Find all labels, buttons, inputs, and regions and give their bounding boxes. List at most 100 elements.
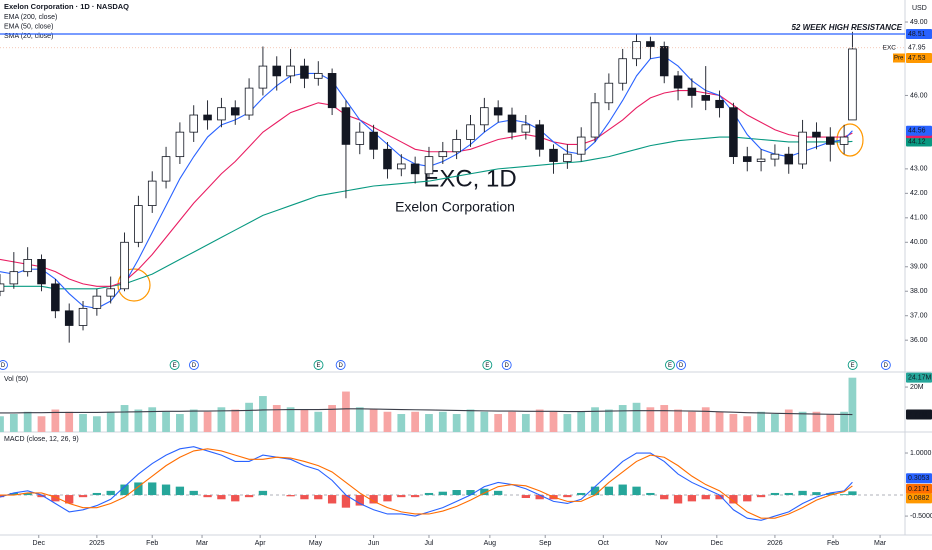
value-tag-label: 0.2171	[908, 486, 930, 493]
y-tick-label: 42.00	[910, 190, 928, 197]
volume-bar	[438, 411, 447, 432]
histogram-bar	[148, 482, 157, 496]
legend-entry: SMA (20, close)	[4, 33, 53, 40]
volume-bar	[355, 407, 364, 432]
value-tag-label: 0.3053	[908, 475, 930, 482]
candle-body	[23, 259, 32, 273]
volume-bar	[826, 414, 835, 432]
histogram-bar	[23, 492, 32, 496]
volume-bar	[189, 409, 198, 432]
histogram-bar	[466, 490, 475, 496]
candle-body	[673, 75, 683, 89]
candle-body	[313, 73, 323, 79]
candle-body	[230, 107, 240, 116]
candle-body	[659, 46, 669, 77]
volume-bar	[217, 407, 226, 432]
histogram-bar	[848, 491, 857, 496]
volume-bar	[701, 407, 710, 432]
x-tick-label: Dec	[711, 540, 724, 547]
histogram-bar	[438, 491, 447, 496]
y-tick-label: -0.5000	[910, 513, 932, 520]
histogram-bar	[51, 495, 60, 502]
event-label: E	[851, 363, 855, 369]
volume-bar	[9, 414, 18, 432]
volume-bar	[674, 409, 682, 432]
volume-bar	[92, 416, 101, 432]
candle-body	[203, 114, 212, 121]
value-tag	[906, 53, 932, 64]
volume-bar	[715, 411, 724, 432]
x-tick-label: Mar	[874, 540, 887, 547]
histogram-bar	[244, 495, 254, 498]
candle-body	[839, 136, 849, 145]
histogram-bar	[743, 495, 752, 502]
volume-bar	[632, 402, 641, 432]
candle-body	[51, 283, 60, 312]
event-marker	[0, 360, 8, 370]
candle-body	[64, 310, 74, 326]
histogram-bar	[106, 490, 115, 496]
histogram-bar	[217, 495, 226, 500]
candle-body	[258, 65, 268, 89]
volume-bar	[383, 411, 392, 432]
candle-body	[217, 107, 226, 121]
y-tick-label: 46.00	[910, 92, 928, 99]
candle-body	[175, 131, 185, 158]
histogram-bar	[577, 492, 586, 496]
value-tag	[906, 473, 932, 484]
candle-body	[646, 41, 655, 47]
histogram-bar	[812, 492, 821, 496]
candle-body	[120, 241, 129, 290]
volume-bar	[812, 411, 821, 432]
candle-body	[424, 156, 434, 175]
candle-body	[134, 205, 143, 243]
volume-bar	[466, 409, 475, 432]
y-tick-label: 43.00	[910, 166, 928, 173]
x-tick-label: Feb	[827, 540, 839, 547]
event-marker	[189, 360, 199, 370]
histogram-bar	[9, 492, 18, 496]
value-tag	[906, 125, 932, 136]
histogram-bar	[729, 495, 738, 504]
volume-bar	[798, 411, 807, 432]
histogram-bar	[784, 492, 793, 496]
candle-body	[563, 153, 572, 162]
value-tag	[906, 42, 932, 53]
candle-body	[341, 107, 351, 145]
candle-body	[410, 163, 420, 175]
candle-body	[493, 107, 503, 116]
histogram-bar	[286, 495, 295, 497]
volume-bar	[646, 407, 655, 432]
candle-body	[848, 48, 857, 121]
histogram-bar	[521, 495, 530, 499]
volume-bar	[79, 414, 87, 432]
value-tag-label: 47.95	[908, 45, 926, 52]
volume-bar	[51, 409, 60, 432]
volume-bar	[577, 411, 586, 432]
volume-bar	[176, 414, 184, 432]
volume-bar	[521, 414, 530, 432]
histogram-bar	[92, 492, 102, 496]
value-tag-label: 7.77M	[908, 411, 928, 418]
histogram-bar	[355, 495, 364, 506]
last-price-name: EXC	[883, 44, 897, 51]
volume-bar	[37, 416, 46, 432]
histogram-bar	[618, 484, 627, 496]
candle-body	[300, 65, 309, 79]
histogram-bar	[410, 495, 420, 498]
volume-bar	[328, 405, 336, 432]
event-label: D	[884, 363, 889, 369]
volume-bar	[508, 411, 516, 432]
candle-body	[397, 163, 406, 170]
histogram-bar	[161, 484, 171, 496]
histogram-bar	[701, 495, 710, 500]
candle-body	[784, 153, 794, 165]
volume-bar	[120, 405, 129, 432]
candle-body	[147, 180, 157, 206]
candle-body	[383, 148, 392, 170]
signal-line	[0, 448, 853, 519]
volume-bar	[563, 414, 572, 432]
event-marker	[169, 360, 180, 370]
volume-bar	[604, 409, 613, 432]
